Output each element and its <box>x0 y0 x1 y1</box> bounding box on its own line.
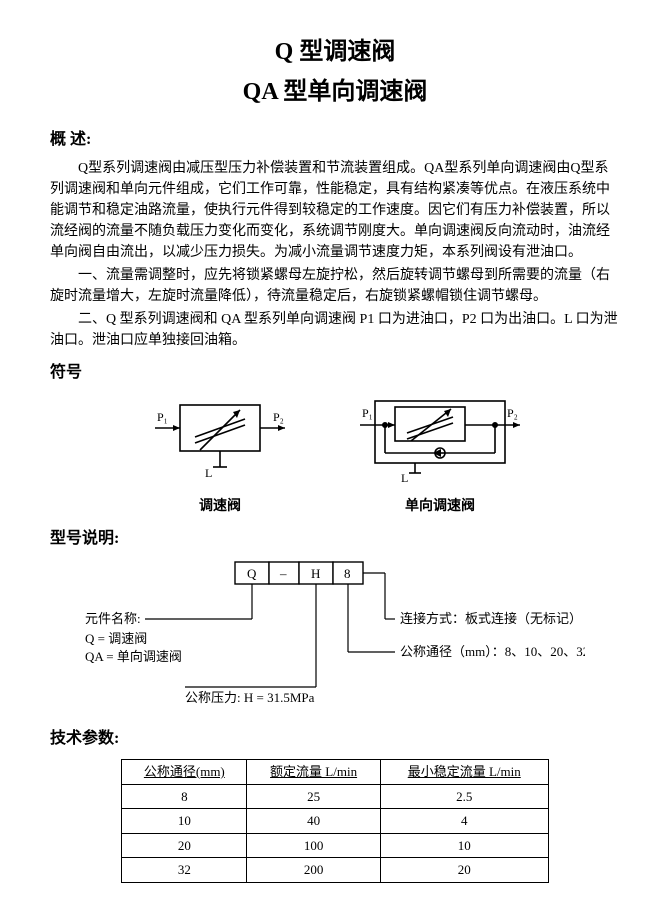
section-symbols-head: 符号 <box>50 361 620 385</box>
label-p1: P₁ <box>157 410 168 424</box>
symbol-danxiang: P₁ P₂ L 单向调速阀 <box>355 395 525 517</box>
cell: 4 <box>380 809 548 834</box>
th-0: 公称通径(mm) <box>122 760 247 785</box>
table-header-row: 公称通径(mm) 额定流量 L/min 最小稳定流量 L/min <box>122 760 549 785</box>
params-table: 公称通径(mm) 额定流量 L/min 最小稳定流量 L/min 8 25 2.… <box>121 759 549 883</box>
model-box-1: – <box>279 566 287 581</box>
table-row: 8 25 2.5 <box>122 784 549 809</box>
label-l-r: L <box>401 471 408 485</box>
danxiang-svg-icon: P₁ P₂ L <box>355 395 525 485</box>
symbols-row: P₁ P₂ L 调速阀 <box>50 395 620 517</box>
model-box-2: H <box>311 566 320 581</box>
title-line-1: Q 型调速阀 <box>50 34 620 70</box>
label-p1-r: P₁ <box>362 406 373 420</box>
model-box-0: Q <box>247 566 257 581</box>
tiaosu-svg-icon: P₁ P₂ L <box>145 395 295 485</box>
model-svg-icon: Q – H 8 <box>85 557 585 717</box>
overview-para-1: Q型系列调速阀由减压型压力补偿装置和节流装置组成。QA型系列单向调速阀由Q型系列… <box>50 158 620 263</box>
section-params-head: 技术参数: <box>50 727 620 751</box>
symbol-tiaosu: P₁ P₂ L 调速阀 <box>145 395 295 517</box>
cell: 100 <box>247 833 380 858</box>
overview-para-2: 一、流量需调整时，应先将锁紧螺母左旋拧松，然后旋转调节螺母到所需要的流量（右旋时… <box>50 265 620 307</box>
model-mid: 公称压力: H = 31.5MPa <box>185 690 315 705</box>
cell: 20 <box>122 833 247 858</box>
section-overview-head: 概 述: <box>50 128 620 152</box>
title-block: Q 型调速阀 QA 型单向调速阀 <box>50 34 620 110</box>
model-block: Q – H 8 <box>50 557 620 717</box>
cell: 2.5 <box>380 784 548 809</box>
model-left-l2: QA = 单向调速阀 <box>85 649 182 664</box>
label-p2: P₂ <box>273 410 284 424</box>
th-1: 额定流量 L/min <box>247 760 380 785</box>
th-2: 最小稳定流量 L/min <box>380 760 548 785</box>
model-left-head: 元件名称: <box>85 611 141 626</box>
model-right-top: 连接方式：板式连接（无标记） <box>400 611 582 626</box>
overview-para-3: 二、Q 型系列调速阀和 QA 型系列单向调速阀 P1 口为进油口，P2 口为出油… <box>50 309 620 351</box>
label-p2-r: P₂ <box>507 406 518 420</box>
caption-right: 单向调速阀 <box>355 496 525 517</box>
cell: 10 <box>122 809 247 834</box>
cell: 20 <box>380 858 548 883</box>
table-row: 10 40 4 <box>122 809 549 834</box>
cell: 200 <box>247 858 380 883</box>
cell: 40 <box>247 809 380 834</box>
cell: 10 <box>380 833 548 858</box>
cell: 32 <box>122 858 247 883</box>
model-left-l1: Q = 调速阀 <box>85 631 147 646</box>
title-line-2: QA 型单向调速阀 <box>50 74 620 110</box>
cell: 8 <box>122 784 247 809</box>
params-table-wrap: 公称通径(mm) 额定流量 L/min 最小稳定流量 L/min 8 25 2.… <box>50 759 620 883</box>
label-l: L <box>205 466 212 480</box>
model-right-bot: 公称通径（mm）：8、10、20、32 <box>400 644 585 659</box>
table-row: 32 200 20 <box>122 858 549 883</box>
model-box-3: 8 <box>344 566 351 581</box>
cell: 25 <box>247 784 380 809</box>
table-row: 20 100 10 <box>122 833 549 858</box>
caption-left: 调速阀 <box>145 496 295 517</box>
section-model-head: 型号说明: <box>50 527 620 551</box>
